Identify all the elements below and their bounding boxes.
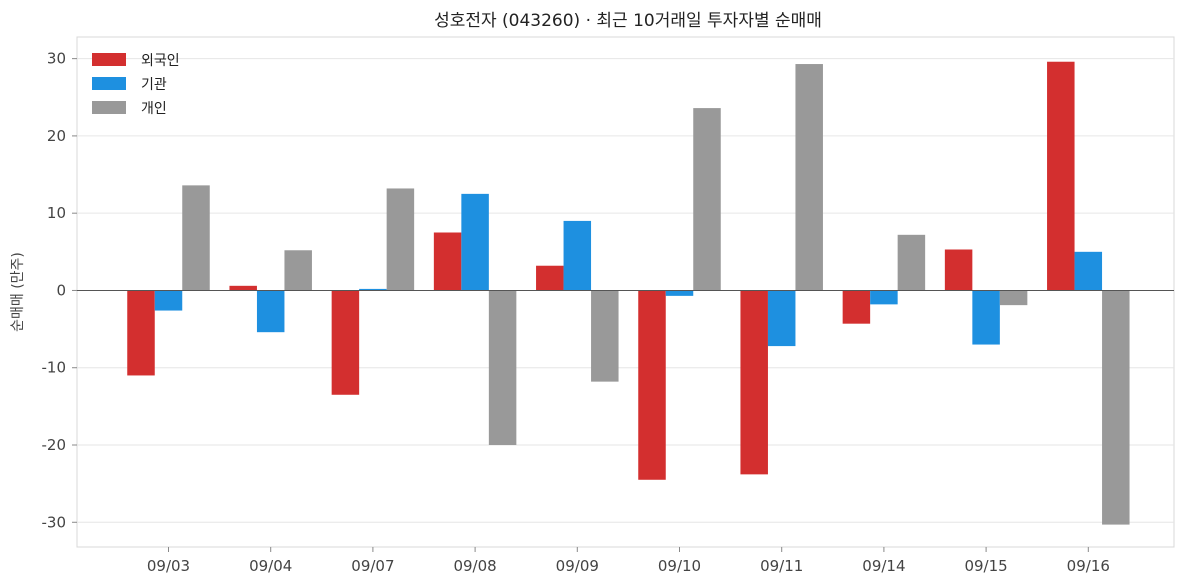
bar xyxy=(1102,290,1130,525)
chart-title: 성호전자 (043260) · 최근 10거래일 투자자별 순매매 xyxy=(434,11,822,31)
y-tick-label: 0 xyxy=(56,281,66,299)
legend-swatch xyxy=(92,77,126,90)
bar xyxy=(1074,251,1103,291)
y-tick-label: 10 xyxy=(47,204,66,222)
bar xyxy=(870,290,898,305)
bar xyxy=(740,290,768,475)
x-axis-ticks: 09/03 09/04 09/07 09/08 09/09 09/10 09/11 09/14… xyxy=(147,547,1110,575)
bar xyxy=(331,290,360,395)
bar xyxy=(284,250,312,291)
bar xyxy=(665,290,694,296)
bar xyxy=(182,185,210,291)
y-tick-label: -10 xyxy=(42,359,67,377)
legend-label: 외국인 xyxy=(141,53,180,69)
bar xyxy=(972,290,1000,345)
legend-swatch xyxy=(92,53,126,66)
x-tick-label: 09/09 xyxy=(556,557,599,575)
bar xyxy=(433,232,462,291)
bar xyxy=(127,290,155,376)
bar xyxy=(842,290,871,324)
x-tick-label: 09/08 xyxy=(453,557,496,575)
x-tick-label: 09/03 xyxy=(147,557,190,575)
legend-label: 기관 xyxy=(141,77,167,93)
bar xyxy=(693,108,721,291)
y-tick-label: 20 xyxy=(47,127,66,145)
x-tick-label: 09/14 xyxy=(862,557,905,575)
bar xyxy=(944,249,973,291)
y-tick-label: 30 xyxy=(47,50,66,68)
plot-frame xyxy=(76,36,1175,548)
x-tick-label: 09/16 xyxy=(1067,557,1110,575)
legend-swatch xyxy=(92,101,126,114)
x-tick-label: 09/04 xyxy=(249,557,292,575)
x-tick-label: 09/10 xyxy=(658,557,701,575)
bar xyxy=(795,64,823,291)
bar xyxy=(767,290,796,347)
bar xyxy=(591,290,619,382)
x-tick-label: 09/11 xyxy=(760,557,803,575)
x-tick-label: 09/15 xyxy=(964,557,1007,575)
legend-label: 개인 xyxy=(141,101,167,117)
bar xyxy=(229,285,257,291)
y-tick-label: -30 xyxy=(42,513,67,531)
bar xyxy=(359,288,387,291)
bar xyxy=(638,290,666,480)
bar xyxy=(256,290,285,333)
bar xyxy=(154,290,183,311)
bar xyxy=(1047,61,1075,291)
bars xyxy=(127,61,1130,525)
bar xyxy=(999,290,1028,306)
bar xyxy=(488,290,517,445)
bar xyxy=(897,234,926,291)
bar xyxy=(536,265,564,291)
y-tick-label: -20 xyxy=(42,436,67,454)
y-axis-label: 순매매 (만주) xyxy=(10,252,26,332)
bar xyxy=(461,193,489,291)
y-axis-ticks: -30 -20 -10 0 10 20 30 xyxy=(42,50,77,531)
bar xyxy=(386,188,415,291)
x-tick-label: 09/07 xyxy=(351,557,394,575)
bar xyxy=(563,220,592,291)
